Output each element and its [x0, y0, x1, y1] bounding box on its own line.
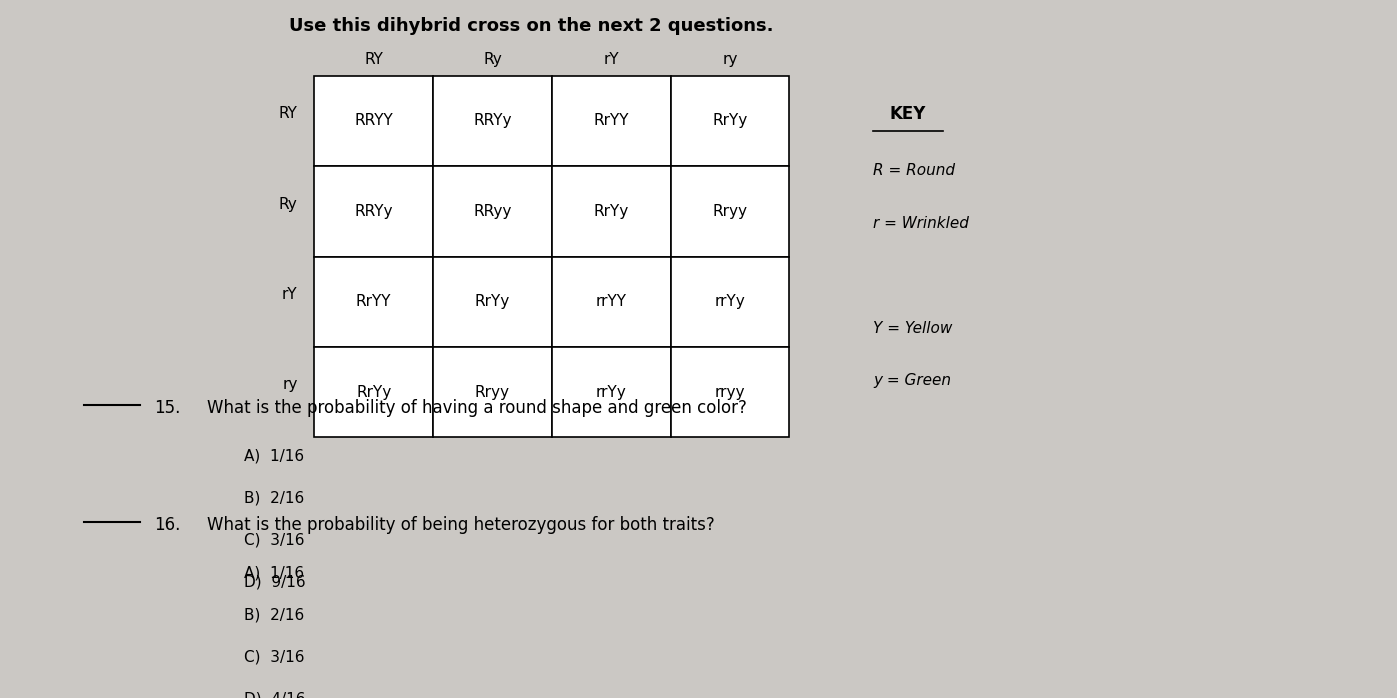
Text: RRYy: RRYy: [474, 114, 511, 128]
Text: RrYY: RrYY: [356, 295, 391, 309]
Bar: [671, 76, 789, 166]
Bar: [433, 347, 552, 437]
Bar: [314, 347, 433, 437]
Text: 16.: 16.: [154, 516, 180, 534]
Text: What is the probability of being heterozygous for both traits?: What is the probability of being heteroz…: [207, 516, 714, 534]
Bar: [552, 166, 671, 257]
Text: rrYy: rrYy: [595, 385, 627, 399]
Text: RrYy: RrYy: [712, 114, 747, 128]
Text: RY: RY: [278, 106, 298, 121]
Text: D)  4/16: D) 4/16: [244, 692, 306, 698]
Bar: [552, 76, 671, 166]
Text: B)  2/16: B) 2/16: [244, 607, 305, 623]
Bar: [433, 166, 552, 257]
Bar: [433, 257, 552, 347]
Bar: [671, 166, 789, 257]
Text: A)  1/16: A) 1/16: [244, 565, 305, 581]
Text: RrYY: RrYY: [594, 114, 629, 128]
Text: Rryy: Rryy: [712, 204, 747, 219]
Bar: [314, 76, 433, 166]
Text: Y = Yellow: Y = Yellow: [873, 320, 953, 336]
Bar: [671, 347, 789, 437]
Text: ry: ry: [282, 378, 298, 392]
Text: 15.: 15.: [154, 399, 180, 417]
Text: D)  9/16: D) 9/16: [244, 575, 306, 590]
Text: RRYY: RRYY: [355, 114, 393, 128]
Text: rY: rY: [604, 52, 619, 67]
Text: RY: RY: [365, 52, 383, 67]
Text: Ry: Ry: [483, 52, 502, 67]
Text: A)  1/16: A) 1/16: [244, 449, 305, 464]
Text: rY: rY: [282, 287, 298, 302]
Text: Ry: Ry: [279, 197, 298, 211]
Bar: [314, 166, 433, 257]
Text: RRYy: RRYy: [355, 204, 393, 219]
Text: rryy: rryy: [715, 385, 745, 399]
Text: C)  3/16: C) 3/16: [244, 650, 305, 664]
Text: RrYy: RrYy: [594, 204, 629, 219]
Text: Use this dihybrid cross on the next 2 questions.: Use this dihybrid cross on the next 2 qu…: [289, 17, 773, 36]
Text: rrYy: rrYy: [714, 295, 746, 309]
Text: C)  3/16: C) 3/16: [244, 533, 305, 548]
Text: r = Wrinkled: r = Wrinkled: [873, 216, 970, 231]
Text: Rryy: Rryy: [475, 385, 510, 399]
Bar: [314, 257, 433, 347]
Text: KEY: KEY: [890, 105, 926, 123]
Text: RRyy: RRyy: [474, 204, 511, 219]
Text: What is the probability of having a round shape and green color?: What is the probability of having a roun…: [207, 399, 746, 417]
Bar: [552, 257, 671, 347]
Bar: [552, 347, 671, 437]
Text: rrYY: rrYY: [595, 295, 627, 309]
Text: RrYy: RrYy: [475, 295, 510, 309]
Text: B)  2/16: B) 2/16: [244, 491, 305, 506]
Text: ry: ry: [722, 52, 738, 67]
Bar: [671, 257, 789, 347]
Text: R = Round: R = Round: [873, 163, 956, 178]
Text: y = Green: y = Green: [873, 373, 951, 388]
Bar: [433, 76, 552, 166]
Text: RrYy: RrYy: [356, 385, 391, 399]
